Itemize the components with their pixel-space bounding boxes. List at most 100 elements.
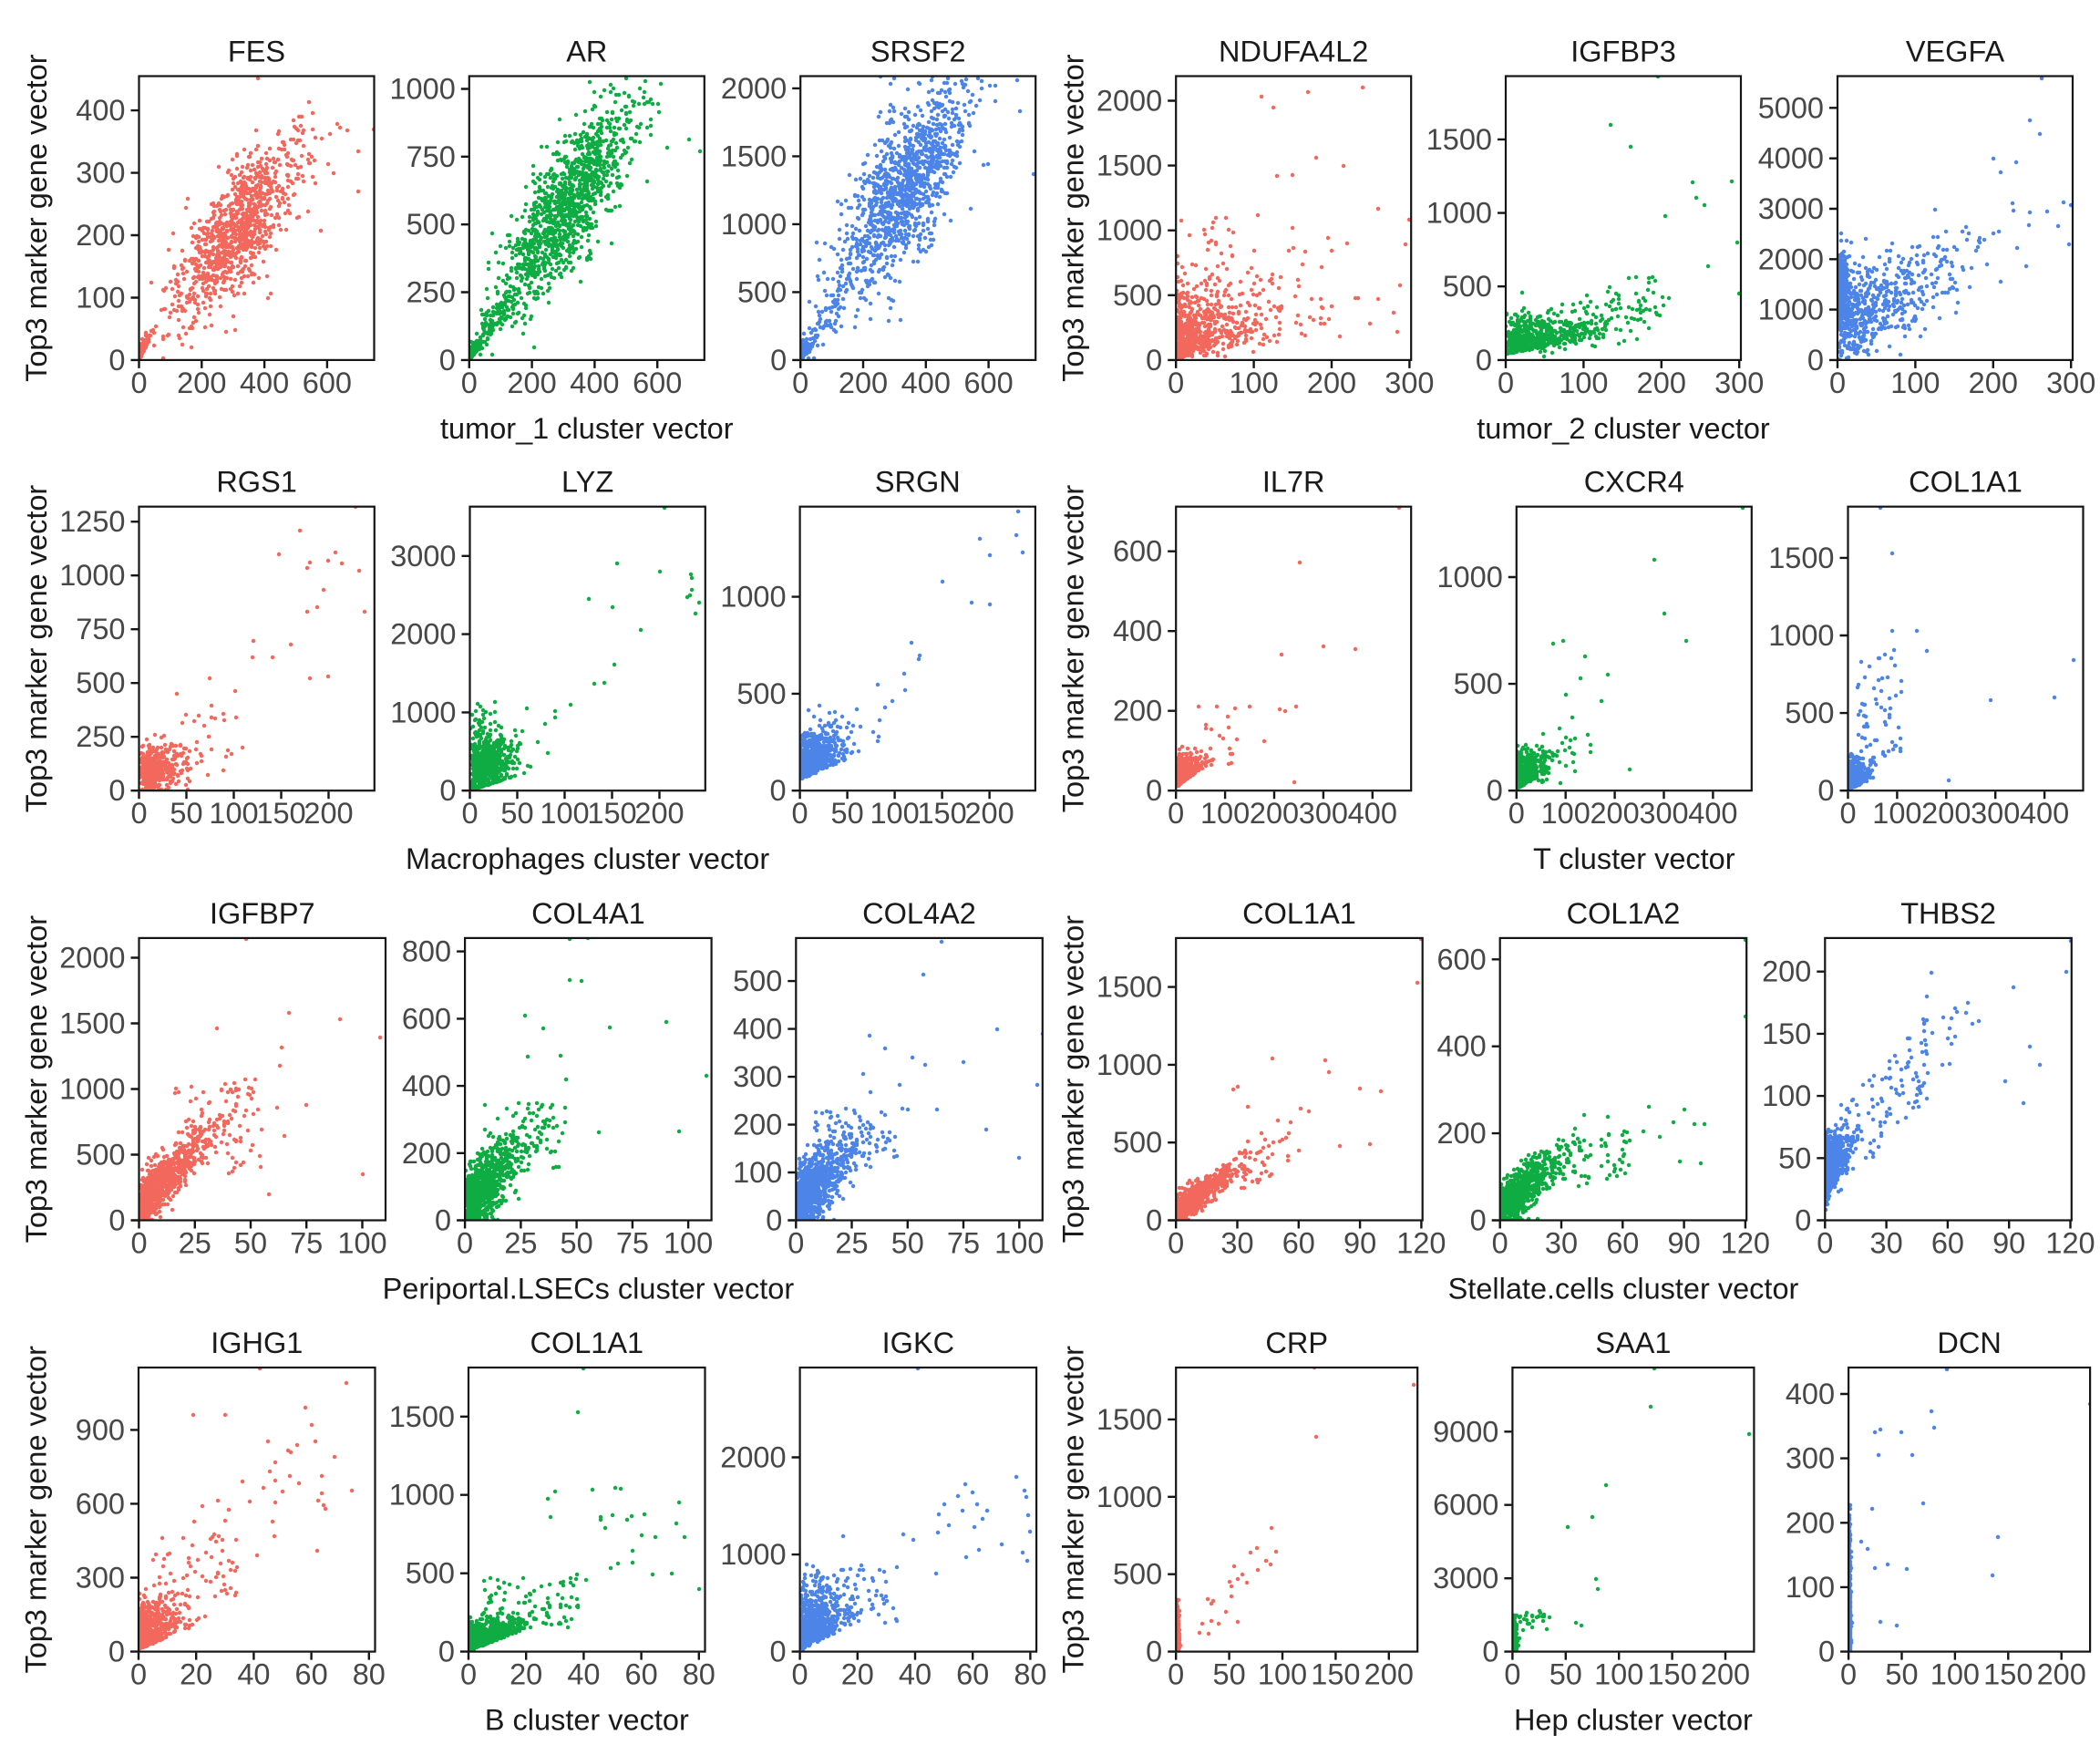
svg-text:0: 0 (1508, 797, 1525, 830)
svg-text:0: 0 (770, 344, 787, 377)
svg-text:600: 600 (402, 1002, 451, 1035)
svg-text:900: 900 (76, 1413, 125, 1446)
svg-text:20: 20 (180, 1658, 212, 1691)
svg-text:1500: 1500 (1768, 542, 1834, 574)
svg-text:150: 150 (1762, 1017, 1811, 1050)
svg-text:2000: 2000 (59, 942, 125, 975)
svg-text:0: 0 (1146, 344, 1162, 377)
svg-text:40: 40 (899, 1658, 932, 1691)
svg-text:FES: FES (228, 36, 285, 68)
svg-text:90: 90 (1343, 1227, 1376, 1260)
svg-text:1500: 1500 (1426, 123, 1492, 156)
svg-text:750: 750 (407, 140, 456, 173)
svg-text:50: 50 (831, 797, 864, 830)
svg-text:300: 300 (733, 1060, 782, 1093)
svg-text:Periportal.LSECs cluster vecto: Periportal.LSECs cluster vector (383, 1273, 795, 1306)
svg-text:400: 400 (1688, 797, 1737, 830)
svg-text:LYZ: LYZ (561, 466, 613, 499)
svg-text:300: 300 (1385, 366, 1434, 399)
svg-text:0: 0 (792, 1658, 808, 1691)
svg-text:2000: 2000 (1758, 243, 1824, 275)
svg-text:90: 90 (1992, 1227, 2025, 1260)
svg-text:600: 600 (1436, 943, 1486, 976)
svg-text:1500: 1500 (389, 1400, 455, 1433)
svg-text:100: 100 (870, 797, 919, 830)
svg-text:100: 100 (1594, 1658, 1643, 1691)
svg-text:tumor_2 cluster vector: tumor_2 cluster vector (1477, 412, 1770, 445)
svg-text:500: 500 (737, 275, 787, 308)
svg-text:100: 100 (540, 797, 589, 830)
svg-text:Top3 marker gene vector: Top3 marker gene vector (1057, 915, 1090, 1244)
svg-text:50: 50 (234, 1227, 267, 1260)
svg-text:400: 400 (240, 366, 289, 399)
svg-text:0: 0 (1817, 1227, 1833, 1260)
svg-text:0: 0 (438, 1636, 455, 1668)
svg-text:100: 100 (664, 1227, 713, 1260)
svg-text:0: 0 (1487, 774, 1503, 807)
svg-text:1000: 1000 (720, 1538, 786, 1571)
svg-text:200: 200 (733, 1109, 782, 1141)
svg-text:300: 300 (1971, 797, 2020, 830)
svg-text:T cluster vector: T cluster vector (1533, 842, 1735, 875)
svg-text:400: 400 (570, 366, 619, 399)
svg-text:100: 100 (1930, 1658, 1980, 1691)
svg-text:6000: 6000 (1433, 1489, 1498, 1522)
svg-text:0: 0 (1492, 1227, 1508, 1260)
svg-text:0: 0 (788, 1227, 804, 1260)
svg-text:1500: 1500 (721, 139, 787, 172)
svg-text:200: 200 (964, 797, 1014, 830)
svg-text:IL7R: IL7R (1262, 466, 1325, 499)
svg-text:THBS2: THBS2 (1900, 897, 1996, 930)
svg-text:0: 0 (108, 1636, 125, 1668)
svg-text:100: 100 (1872, 797, 1921, 830)
svg-text:Hep cluster vector: Hep cluster vector (1514, 1704, 1753, 1737)
svg-text:400: 400 (901, 366, 951, 399)
svg-text:Top3 marker gene vector: Top3 marker gene vector (1057, 54, 1090, 382)
svg-text:500: 500 (1113, 1126, 1162, 1159)
svg-text:1000: 1000 (59, 559, 125, 592)
svg-text:0: 0 (130, 797, 147, 830)
svg-text:0: 0 (457, 1227, 473, 1260)
svg-text:Top3 marker gene vector: Top3 marker gene vector (20, 54, 53, 382)
svg-text:AR: AR (566, 36, 607, 68)
svg-text:1000: 1000 (389, 1479, 455, 1512)
svg-text:1000: 1000 (1758, 294, 1824, 326)
svg-text:0: 0 (1168, 1658, 1184, 1691)
svg-text:0: 0 (792, 797, 808, 830)
svg-text:COL4A2: COL4A2 (862, 897, 976, 930)
svg-text:400: 400 (76, 94, 125, 127)
svg-text:100: 100 (1559, 366, 1608, 399)
svg-text:90: 90 (1668, 1227, 1701, 1260)
svg-text:Top3 marker gene vector: Top3 marker gene vector (1057, 1346, 1090, 1674)
svg-text:50: 50 (170, 797, 202, 830)
svg-text:200: 200 (839, 366, 888, 399)
svg-text:1000: 1000 (390, 696, 456, 728)
svg-text:150: 150 (1983, 1658, 2033, 1691)
svg-text:50: 50 (561, 1227, 593, 1260)
svg-text:1000: 1000 (721, 208, 787, 241)
svg-text:3000: 3000 (1758, 192, 1824, 225)
svg-text:200: 200 (1307, 366, 1356, 399)
svg-text:0: 0 (460, 1658, 477, 1691)
svg-text:500: 500 (1113, 279, 1162, 312)
svg-text:3000: 3000 (1433, 1562, 1498, 1595)
svg-text:0: 0 (1482, 1636, 1498, 1668)
svg-text:400: 400 (1786, 1378, 1835, 1410)
svg-text:1000: 1000 (389, 73, 455, 106)
svg-text:60: 60 (1282, 1227, 1315, 1260)
svg-text:300: 300 (1714, 366, 1764, 399)
svg-text:0: 0 (1795, 1204, 1811, 1237)
svg-text:0: 0 (1829, 366, 1846, 399)
svg-text:500: 500 (76, 666, 125, 699)
svg-text:CXCR4: CXCR4 (1584, 466, 1684, 499)
svg-text:100: 100 (1229, 366, 1278, 399)
svg-text:60: 60 (1931, 1227, 1964, 1260)
svg-text:75: 75 (616, 1227, 649, 1260)
svg-text:4000: 4000 (1758, 142, 1824, 175)
svg-text:0: 0 (130, 366, 147, 399)
svg-text:0: 0 (1168, 1227, 1184, 1260)
svg-text:0: 0 (1146, 1636, 1162, 1668)
svg-text:250: 250 (407, 276, 456, 309)
svg-text:300: 300 (76, 1562, 125, 1595)
svg-text:500: 500 (1454, 667, 1503, 700)
